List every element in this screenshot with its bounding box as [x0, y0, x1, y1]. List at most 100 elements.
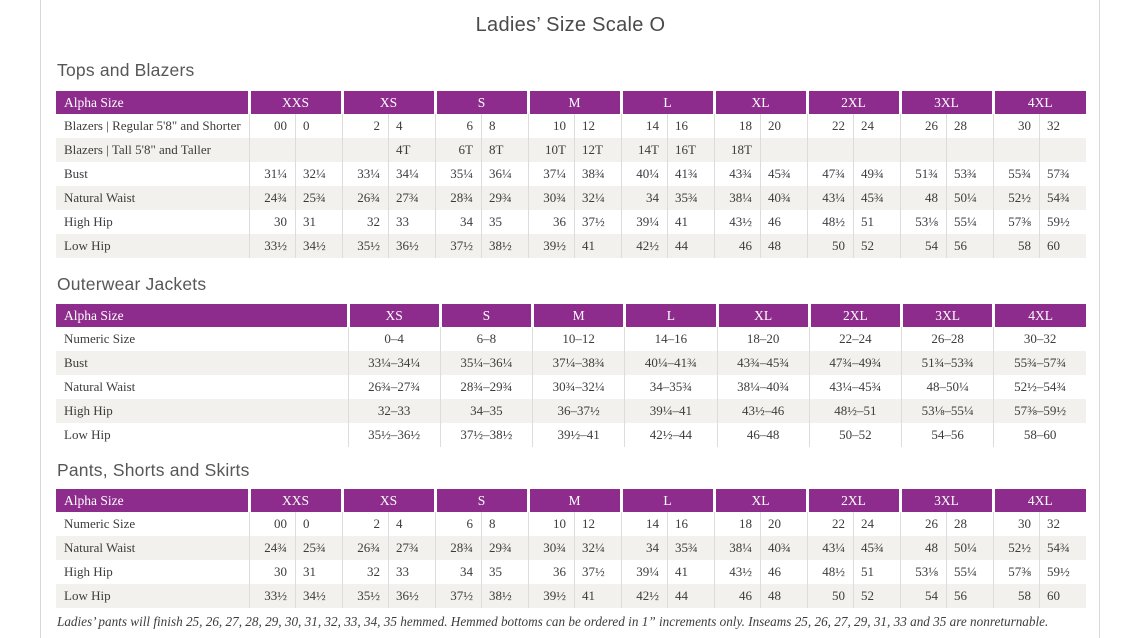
table-row: High Hip 30 31 32 33 34 35 36 37½ 39¼ 41 43½ 46 48½ 51…	[56, 210, 1086, 234]
size-cell: 4	[388, 114, 435, 138]
size-cell: 34	[620, 536, 668, 560]
size-cell: 22–24	[808, 327, 902, 351]
size-cell: 54¾	[1039, 536, 1086, 560]
size-cell: 38½	[481, 584, 528, 608]
size-cell: 48½	[806, 210, 854, 234]
size-cell: 30	[992, 114, 1040, 138]
size-cell: 36¼	[481, 162, 528, 186]
size-cell: 33½	[248, 234, 296, 258]
size-cell: 14	[620, 512, 668, 536]
size-cell: 34–35	[439, 399, 533, 423]
size-cell: 44	[667, 584, 714, 608]
size-cell: 29¾	[481, 536, 528, 560]
size-cell: 43½	[713, 210, 761, 234]
size-cell: 55¼	[946, 210, 993, 234]
size-cell: 50	[806, 584, 854, 608]
size-cell: 40¾	[760, 186, 807, 210]
table-row: Blazers | Regular 5'8" and Shorter 00 0 2 4 6…	[56, 114, 1086, 138]
size-cell	[1039, 138, 1086, 162]
size-cell: 45¾	[853, 186, 900, 210]
size-cell: 0–4	[347, 327, 441, 351]
size-group-header: XS	[346, 304, 441, 327]
size-cell: 48	[899, 186, 947, 210]
table-row: Low Hip 35½–36½ 37½–38½ 39½–41 42½–44 46–48 50…	[56, 423, 1086, 447]
size-cell	[946, 138, 993, 162]
size-cell: 14–16	[624, 327, 717, 351]
size-cell: 44	[667, 234, 714, 258]
table-row: Natural Waist 24¾ 25¾ 26¾ 27¾ 28¾ 29¾ 30¾ 32¼ 34 3…	[56, 536, 1086, 560]
table-row: Numeric Size 00 0 2 4 6 8 10 12 14 16 18 20 22 24 26 28 3…	[56, 512, 1086, 536]
size-cell: 4T	[388, 138, 435, 162]
size-cell: 31	[295, 210, 342, 234]
size-cell: 53⅛	[899, 560, 947, 584]
size-group-header: L	[619, 91, 714, 114]
size-cell: 51	[853, 560, 900, 584]
size-cell: 48	[899, 536, 947, 560]
size-cell	[899, 138, 947, 162]
size-cell: 59½	[1039, 210, 1086, 234]
size-cell: 27¾	[388, 536, 435, 560]
size-cell: 50–52	[808, 423, 902, 447]
size-cell: 30	[248, 210, 296, 234]
size-cell: 41	[667, 210, 714, 234]
size-cell: 36	[527, 210, 575, 234]
size-cell: 12T	[574, 138, 621, 162]
size-cell: 34	[434, 210, 482, 234]
size-cell: 43¾–45¾	[716, 351, 810, 375]
size-cell: 26–28	[900, 327, 994, 351]
size-cell: 32¼	[574, 536, 621, 560]
size-cell: 0	[295, 114, 342, 138]
size-cell: 48½–51	[808, 399, 902, 423]
size-cell: 43¼–45¾	[808, 375, 902, 399]
size-cell: 47¾–49¾	[808, 351, 902, 375]
size-cell: 28¾	[434, 186, 482, 210]
size-cell	[853, 138, 900, 162]
size-group-header: M	[526, 91, 621, 114]
size-cell: 00	[248, 512, 296, 536]
size-cell: 26¾	[341, 536, 389, 560]
size-cell: 36–37½	[531, 399, 625, 423]
size-cell: 36½	[388, 234, 435, 258]
size-cell: 52	[853, 584, 900, 608]
size-cell: 42½	[620, 584, 668, 608]
size-cell: 40¼–41¾	[624, 351, 717, 375]
size-cell: 33¼–34¼	[347, 351, 441, 375]
size-cell: 35¼	[434, 162, 482, 186]
size-cell: 35½	[341, 234, 389, 258]
size-cell	[992, 138, 1040, 162]
size-cell: 41¾	[667, 162, 714, 186]
size-cell: 46	[760, 210, 807, 234]
size-cell: 41	[574, 234, 621, 258]
size-cell: 53⅛	[899, 210, 947, 234]
size-cell: 39¼	[620, 210, 668, 234]
size-cell: 54–56	[900, 423, 994, 447]
size-cell: 39¼	[620, 560, 668, 584]
size-cell: 25¾	[295, 186, 342, 210]
size-cell: 55¾	[992, 162, 1040, 186]
section-tops-and-blazers: Tops and Blazers Alpha Size XXS XS S M L XL 2XL…	[56, 58, 1086, 258]
size-cell: 60	[1039, 234, 1086, 258]
size-cell: 38¼	[713, 186, 761, 210]
size-group-header: XS	[340, 489, 435, 512]
size-cell: 6–8	[439, 327, 533, 351]
size-cell: 32	[341, 560, 389, 584]
corner-header: Alpha Size	[56, 91, 249, 114]
size-cell: 37½	[434, 584, 482, 608]
size-cell: 26	[899, 512, 947, 536]
size-group-header: 3XL	[898, 489, 993, 512]
size-cell: 35¾	[667, 536, 714, 560]
size-cell: 37½–38½	[439, 423, 533, 447]
size-cell: 10	[527, 512, 575, 536]
size-cell: 35¼–36¼	[439, 351, 533, 375]
section-title-outerwear-jackets: Outerwear Jackets	[57, 274, 207, 294]
size-cell: 47¾	[806, 162, 854, 186]
size-cell: 41	[667, 560, 714, 584]
size-cell: 38¼	[713, 536, 761, 560]
size-cell: 43½	[713, 560, 761, 584]
size-cell: 39½	[527, 234, 575, 258]
size-group-header: M	[526, 489, 621, 512]
size-group-header: XXS	[247, 489, 342, 512]
size-cell: 32¼	[574, 186, 621, 210]
size-group-header: L	[623, 304, 717, 327]
table-row: Bust 33¼–34¼ 35¼–36¼ 37¼–38¾ 40¼–41¾ 43¾–45¾ 4…	[56, 351, 1086, 375]
